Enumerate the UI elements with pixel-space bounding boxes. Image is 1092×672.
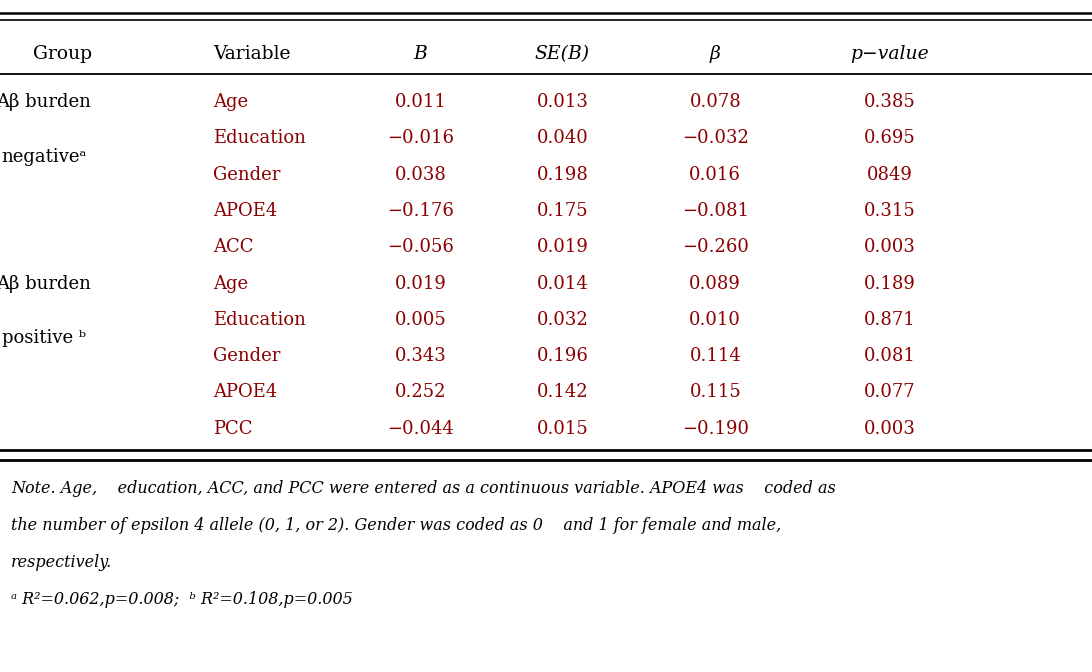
Text: 0.189: 0.189 [864, 275, 916, 292]
Text: −0.081: −0.081 [681, 202, 749, 220]
Text: Variable: Variable [213, 45, 290, 62]
Text: Note. Age,    education, ACC, and PCC were entered as a continuous variable. APO: Note. Age, education, ACC, and PCC were … [11, 480, 835, 497]
Text: 0.081: 0.081 [864, 347, 916, 365]
Text: ACC: ACC [213, 239, 253, 256]
Text: negativeᵃ: negativeᵃ [1, 148, 86, 165]
Text: −0.176: −0.176 [387, 202, 454, 220]
Text: 0.015: 0.015 [536, 420, 589, 437]
Text: 0.078: 0.078 [689, 93, 741, 111]
Text: APOE4: APOE4 [213, 384, 277, 401]
Text: 0.695: 0.695 [864, 130, 916, 147]
Text: 0.114: 0.114 [689, 347, 741, 365]
Text: Age: Age [213, 93, 248, 111]
Text: 0.019: 0.019 [536, 239, 589, 256]
Text: 0.016: 0.016 [689, 166, 741, 183]
Text: 0.089: 0.089 [689, 275, 741, 292]
Text: β: β [710, 45, 721, 62]
Text: APOE4: APOE4 [213, 202, 277, 220]
Text: 0.003: 0.003 [864, 239, 916, 256]
Text: Education: Education [213, 311, 306, 329]
Text: 0.871: 0.871 [864, 311, 916, 329]
Text: B: B [414, 45, 427, 62]
Text: 0.010: 0.010 [689, 311, 741, 329]
Text: 0.343: 0.343 [394, 347, 447, 365]
Text: −0.190: −0.190 [681, 420, 749, 437]
Text: −0.056: −0.056 [387, 239, 454, 256]
Text: the number of epsilon 4 allele (0, 1, or 2). Gender was coded as 0    and 1 for : the number of epsilon 4 allele (0, 1, or… [11, 517, 781, 534]
Text: SE(B): SE(B) [535, 45, 590, 62]
Text: 0849: 0849 [867, 166, 913, 183]
Text: Age: Age [213, 275, 248, 292]
Text: 0.175: 0.175 [536, 202, 589, 220]
Text: Gender: Gender [213, 347, 281, 365]
Text: 0.038: 0.038 [394, 166, 447, 183]
Text: PCC: PCC [213, 420, 252, 437]
Text: 0.142: 0.142 [536, 384, 589, 401]
Text: respectively.: respectively. [11, 554, 112, 571]
Text: −0.032: −0.032 [681, 130, 749, 147]
Text: 0.115: 0.115 [689, 384, 741, 401]
Text: −0.044: −0.044 [387, 420, 454, 437]
Text: 0.040: 0.040 [536, 130, 589, 147]
Text: 0.013: 0.013 [536, 93, 589, 111]
Text: Aβ burden: Aβ burden [0, 93, 91, 111]
Text: 0.252: 0.252 [394, 384, 447, 401]
Text: 0.011: 0.011 [394, 93, 447, 111]
Text: −0.016: −0.016 [387, 130, 454, 147]
Text: 0.019: 0.019 [394, 275, 447, 292]
Text: 0.005: 0.005 [394, 311, 447, 329]
Text: 0.003: 0.003 [864, 420, 916, 437]
Text: Aβ burden: Aβ burden [0, 275, 91, 292]
Text: ᵃ R²=0.062,p=0.008;  ᵇ R²=0.108,p=0.005: ᵃ R²=0.062,p=0.008; ᵇ R²=0.108,p=0.005 [11, 591, 353, 608]
Text: Education: Education [213, 130, 306, 147]
Text: Gender: Gender [213, 166, 281, 183]
Text: Group: Group [33, 45, 92, 62]
Text: 0.032: 0.032 [536, 311, 589, 329]
Text: p−value: p−value [851, 45, 929, 62]
Text: 0.315: 0.315 [864, 202, 916, 220]
Text: positive ᵇ: positive ᵇ [2, 329, 85, 347]
Text: 0.196: 0.196 [536, 347, 589, 365]
Text: 0.077: 0.077 [864, 384, 916, 401]
Text: −0.260: −0.260 [681, 239, 749, 256]
Text: 0.014: 0.014 [536, 275, 589, 292]
Text: 0.198: 0.198 [536, 166, 589, 183]
Text: 0.385: 0.385 [864, 93, 916, 111]
